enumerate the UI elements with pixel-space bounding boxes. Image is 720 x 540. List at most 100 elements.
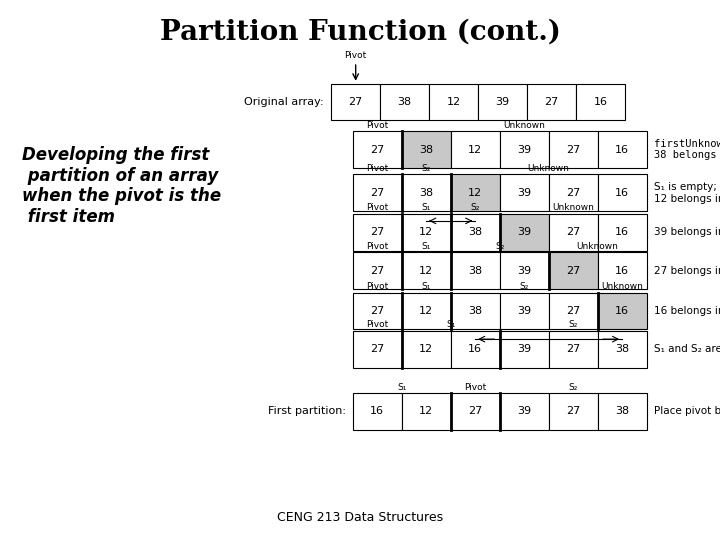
Text: S₂: S₂ xyxy=(421,164,431,173)
Text: 39: 39 xyxy=(517,345,531,354)
Text: 16: 16 xyxy=(468,345,482,354)
Text: 27: 27 xyxy=(468,407,482,416)
Text: 39: 39 xyxy=(495,97,510,107)
Text: 27: 27 xyxy=(544,97,559,107)
Text: 39: 39 xyxy=(517,266,531,275)
Text: 39: 39 xyxy=(517,188,531,198)
Bar xyxy=(500,252,549,289)
Text: 27: 27 xyxy=(566,345,580,354)
Text: 38: 38 xyxy=(615,345,629,354)
Bar xyxy=(353,331,402,368)
Text: 38: 38 xyxy=(615,407,629,416)
Text: Partition Function (cont.): Partition Function (cont.) xyxy=(160,19,560,46)
Bar xyxy=(549,293,598,329)
Text: 27: 27 xyxy=(348,97,363,107)
Text: 38: 38 xyxy=(468,266,482,275)
Bar xyxy=(451,293,500,329)
Text: 39: 39 xyxy=(517,227,531,237)
Text: Unknown: Unknown xyxy=(601,282,643,291)
Bar xyxy=(549,214,598,251)
Text: 27: 27 xyxy=(566,227,580,237)
Text: 27: 27 xyxy=(566,145,580,154)
Text: 12: 12 xyxy=(419,266,433,275)
Text: 12: 12 xyxy=(419,345,433,354)
Bar xyxy=(331,84,380,120)
Bar xyxy=(402,174,451,211)
Text: 16 belongs in S₁, so swap 38 and 16: 16 belongs in S₁, so swap 38 and 16 xyxy=(654,306,720,316)
Text: Unknown: Unknown xyxy=(552,203,594,212)
Text: Unknown: Unknown xyxy=(577,241,618,251)
Bar xyxy=(402,393,451,430)
Text: 27: 27 xyxy=(370,306,384,316)
Text: 39: 39 xyxy=(517,145,531,154)
Text: Pivot: Pivot xyxy=(366,120,388,130)
Bar xyxy=(353,293,402,329)
Text: 39 belongs in S₂: 39 belongs in S₂ xyxy=(654,227,720,237)
Text: 16: 16 xyxy=(593,97,608,107)
Text: 27: 27 xyxy=(370,188,384,198)
Bar xyxy=(380,84,429,120)
Text: S₁: S₁ xyxy=(397,382,407,392)
Bar xyxy=(353,393,402,430)
Bar xyxy=(576,84,625,120)
Text: CENG 213 Data Structures: CENG 213 Data Structures xyxy=(277,511,443,524)
Text: 16: 16 xyxy=(615,145,629,154)
Text: Original array:: Original array: xyxy=(244,97,324,107)
Text: 38: 38 xyxy=(397,97,412,107)
Bar xyxy=(598,293,647,329)
Text: 12: 12 xyxy=(446,97,461,107)
Text: Place pivot between S₁ and S₂: Place pivot between S₁ and S₂ xyxy=(654,407,720,416)
Text: S₂: S₂ xyxy=(568,382,578,392)
Bar xyxy=(451,331,500,368)
Bar xyxy=(549,393,598,430)
Bar xyxy=(402,214,451,251)
Text: 16: 16 xyxy=(370,407,384,416)
Bar xyxy=(500,331,549,368)
Text: S₁: S₁ xyxy=(421,203,431,212)
Bar xyxy=(549,174,598,211)
Bar xyxy=(500,174,549,211)
Bar xyxy=(549,252,598,289)
Text: 38: 38 xyxy=(468,306,482,316)
Text: Unknown: Unknown xyxy=(503,120,545,130)
Bar xyxy=(353,174,402,211)
Bar xyxy=(598,252,647,289)
Bar xyxy=(527,84,576,120)
Text: Pivot: Pivot xyxy=(366,203,388,212)
Bar xyxy=(598,131,647,168)
Text: 27 belongs in S₂: 27 belongs in S₂ xyxy=(654,266,720,275)
Text: 27: 27 xyxy=(370,266,384,275)
Bar xyxy=(451,131,500,168)
Text: S₁: S₁ xyxy=(421,241,431,251)
Bar xyxy=(451,252,500,289)
Bar xyxy=(402,331,451,368)
Bar xyxy=(451,393,500,430)
Text: 27: 27 xyxy=(566,306,580,316)
Text: Pivot: Pivot xyxy=(366,320,388,329)
Text: 16: 16 xyxy=(615,306,629,316)
Text: 38: 38 xyxy=(419,188,433,198)
Text: 27: 27 xyxy=(566,266,580,275)
Text: First partition:: First partition: xyxy=(268,407,346,416)
Text: S₂: S₂ xyxy=(470,203,480,212)
Text: S₂: S₂ xyxy=(568,320,578,329)
Text: 38: 38 xyxy=(468,227,482,237)
Text: S₁ and S₂ are determined: S₁ and S₂ are determined xyxy=(654,345,720,354)
Bar xyxy=(549,331,598,368)
Bar xyxy=(402,131,451,168)
Text: 16: 16 xyxy=(615,188,629,198)
Text: S₂: S₂ xyxy=(495,241,505,251)
Bar xyxy=(451,214,500,251)
Bar xyxy=(353,131,402,168)
Text: 27: 27 xyxy=(370,145,384,154)
Text: 39: 39 xyxy=(517,306,531,316)
Text: S₁: S₁ xyxy=(446,320,456,329)
Bar xyxy=(598,331,647,368)
Text: 16: 16 xyxy=(615,266,629,275)
Text: Pivot: Pivot xyxy=(366,241,388,251)
Bar xyxy=(598,174,647,211)
Text: 12: 12 xyxy=(419,407,433,416)
Bar xyxy=(353,252,402,289)
Text: Pivot: Pivot xyxy=(366,164,388,173)
Text: Pivot: Pivot xyxy=(464,382,486,392)
